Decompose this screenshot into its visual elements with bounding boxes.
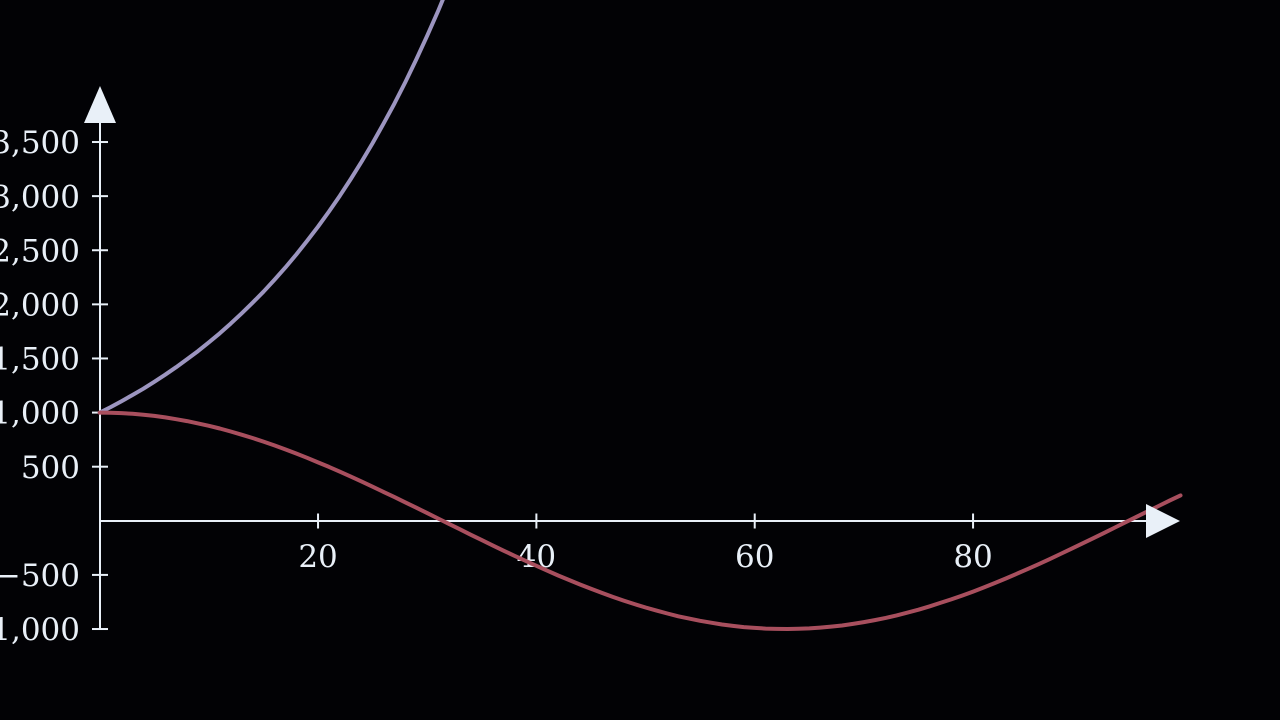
y-tick-label: 3,000	[0, 179, 80, 215]
y-tick-label: −500	[0, 558, 80, 594]
y-tick-label: 3,500	[0, 125, 80, 161]
y-tick-label: −1,000	[0, 612, 80, 648]
arrows-layer	[84, 86, 1180, 538]
x-tick-label: 80	[953, 539, 992, 575]
x-tick-label: 60	[735, 539, 774, 575]
y-tick-label: 2,000	[0, 288, 80, 324]
y-tick-label: 1,000	[0, 396, 80, 432]
y-axis-ticks: 3,500 3,000 2,500 2,000 1,500 1,000 500 −500 −1,…	[0, 125, 108, 648]
axes-layer: 3,500 3,000 2,500 2,000 1,500 1,000 500 −500 −1,…	[0, 98, 1160, 648]
x-axis-ticks: 20 40 60 80	[298, 513, 993, 575]
y-tick-label: 500	[21, 450, 80, 486]
y-tick-label: 1,500	[0, 342, 80, 378]
curves-layer	[97, 0, 1183, 631]
x-tick-label: 20	[298, 539, 337, 575]
x-axis-arrow-icon	[1146, 504, 1180, 538]
cosine-curve	[97, 410, 1183, 631]
y-tick-label: 2,500	[0, 233, 80, 269]
x-tick-label: 40	[517, 539, 556, 575]
exponential-curve	[97, 0, 445, 415]
y-axis-arrow-icon	[84, 86, 116, 123]
